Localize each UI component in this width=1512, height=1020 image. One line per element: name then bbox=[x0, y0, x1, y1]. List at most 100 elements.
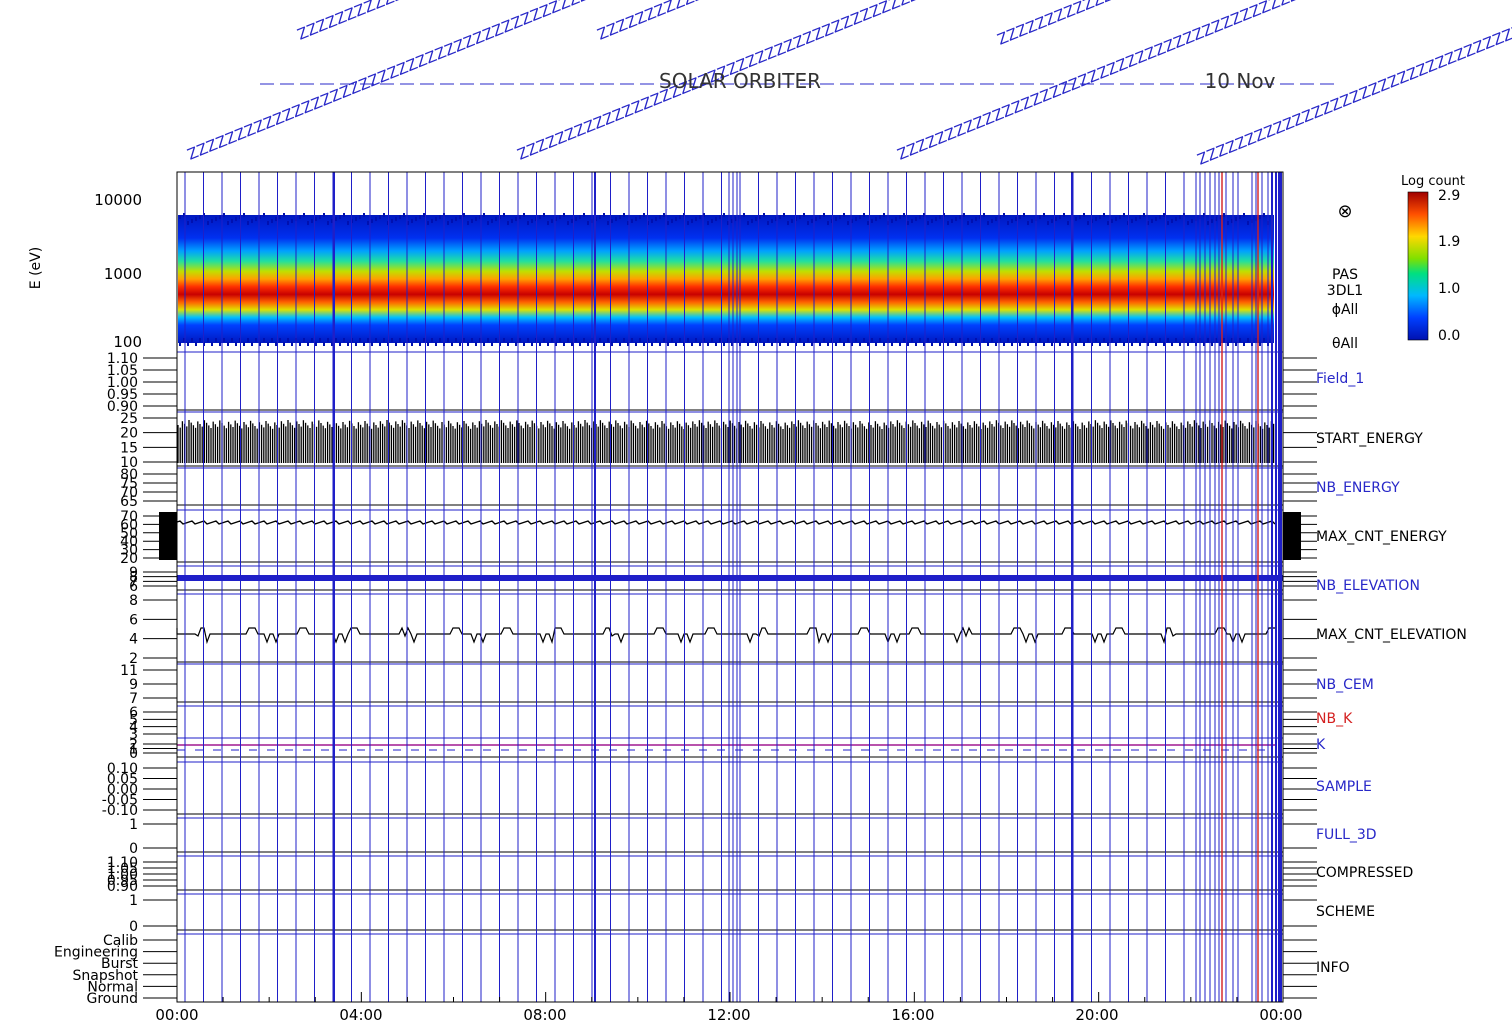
panel-tick-label: Burst bbox=[101, 956, 139, 972]
panel-tick-label: 0 bbox=[129, 919, 138, 935]
spectrogram-speck bbox=[179, 215, 181, 219]
panel-tick-label: 0.90 bbox=[107, 879, 138, 895]
spectrogram-speck bbox=[1003, 342, 1005, 346]
spectrogram-speck bbox=[211, 342, 213, 346]
panel-label: NB_K bbox=[1316, 711, 1353, 727]
spectrogram-speck bbox=[791, 338, 793, 342]
spectrogram-speck bbox=[375, 217, 377, 221]
spectrogram-speck bbox=[307, 221, 309, 225]
spectrogram-speck bbox=[355, 342, 357, 346]
spectrogram-speck bbox=[1067, 221, 1069, 225]
spectrogram-speck bbox=[455, 338, 457, 342]
spectrogram-speck bbox=[783, 213, 785, 217]
spectrogram-speck bbox=[1215, 217, 1217, 221]
spectrogram-speck bbox=[867, 221, 869, 225]
y-tick-100: 100 bbox=[113, 333, 142, 351]
spectrogram-speck bbox=[571, 342, 573, 346]
vertical-markers bbox=[184, 172, 1282, 1002]
spectrogram-speck bbox=[279, 338, 281, 342]
spectrogram-speck bbox=[923, 342, 925, 346]
spectrogram-speck bbox=[811, 219, 813, 223]
spectrogram-speck bbox=[1159, 215, 1161, 219]
x-tick-label: 04:00 bbox=[339, 1006, 382, 1020]
spectrogram-speck bbox=[743, 213, 745, 217]
spectrogram-speck bbox=[875, 217, 877, 221]
spectrogram-speck bbox=[319, 215, 321, 219]
spectrogram-speck bbox=[267, 342, 269, 346]
panel-tick-label: 1.10 bbox=[107, 855, 138, 871]
spectrogram-speck bbox=[183, 213, 185, 217]
spectrogram-speck bbox=[1135, 338, 1137, 342]
spectrogram-speck bbox=[723, 342, 725, 346]
spectrogram-speck bbox=[451, 219, 453, 223]
panel-tick-label: Calib bbox=[103, 933, 138, 949]
colorbar-title: Log count bbox=[1401, 174, 1465, 189]
spectrogram-speck bbox=[455, 217, 457, 221]
panel-tick-label: 40 bbox=[120, 534, 138, 550]
spectrogram-speck bbox=[1063, 338, 1065, 342]
spectrogram-speck bbox=[991, 338, 993, 342]
spectrogram-speck bbox=[803, 213, 805, 217]
spectrogram-speck bbox=[339, 215, 341, 219]
panel-tick-label: 0.10 bbox=[107, 761, 138, 777]
spectrogram-speck bbox=[919, 338, 921, 342]
spectrogram-speck bbox=[915, 217, 917, 221]
spectrogram-speck bbox=[383, 213, 385, 217]
spectrogram-speck bbox=[791, 219, 793, 223]
spectrogram-speck bbox=[567, 338, 569, 342]
panel-label: NB_ENERGY bbox=[1316, 480, 1400, 496]
spectrogram-speck bbox=[211, 219, 213, 223]
spectrogram-speck bbox=[691, 219, 693, 223]
spectrogram-speck bbox=[511, 338, 513, 342]
spectrogram-symbol: ⊗ bbox=[1337, 201, 1352, 222]
spectrogram-speck bbox=[447, 221, 449, 225]
panel-tick-label: 0.95 bbox=[107, 387, 138, 403]
spectrogram-speck bbox=[263, 213, 265, 217]
spectrogram-speck bbox=[327, 221, 329, 225]
spectrogram-speck bbox=[559, 338, 561, 342]
spectrogram-speck bbox=[223, 213, 225, 217]
spectrogram-speck bbox=[355, 217, 357, 221]
spectrogram-speck bbox=[695, 338, 697, 342]
spectrogram-speck bbox=[475, 342, 477, 346]
spectrogram-speck bbox=[1115, 342, 1117, 346]
chart-date: 10 Nov bbox=[1205, 69, 1276, 93]
spectrogram-speck bbox=[1051, 342, 1053, 346]
spectrogram-speck bbox=[995, 342, 997, 346]
spectrogram-speck bbox=[311, 338, 313, 342]
spectrogram-speck bbox=[1243, 342, 1245, 346]
spectrogram-speck bbox=[195, 342, 197, 346]
spectrogram-speck bbox=[859, 342, 861, 346]
spectrogram-speck bbox=[343, 338, 345, 342]
spectrogram-speck bbox=[655, 217, 657, 221]
spectrogram-speck bbox=[627, 342, 629, 346]
spectrogram-speck bbox=[907, 342, 909, 346]
panel-label: SCHEME bbox=[1316, 904, 1375, 920]
panel-tick-label: 70 bbox=[120, 509, 138, 525]
panel-tick-label: 70 bbox=[120, 485, 138, 501]
spectrogram-speck bbox=[1179, 342, 1181, 346]
spectrogram-speck bbox=[787, 342, 789, 346]
spectrogram-speck bbox=[303, 338, 305, 342]
spectrogram-speck bbox=[951, 338, 953, 342]
spectrogram-speck bbox=[563, 213, 565, 217]
spectrogram-speck bbox=[1247, 221, 1249, 225]
spectrogram-speck bbox=[599, 338, 601, 342]
spectrogram-speck bbox=[663, 213, 665, 217]
spectrogram-speck bbox=[1047, 338, 1049, 342]
panel-sample: SAMPLE 0.100.050.00-0.05-0.10 bbox=[102, 761, 1372, 819]
x-tick-label: 00:00 bbox=[1259, 1006, 1302, 1020]
spectrogram-speck bbox=[787, 221, 789, 225]
spectrogram-speck bbox=[575, 338, 577, 342]
spectrogram-speck bbox=[927, 221, 929, 225]
spectrogram-speck bbox=[1063, 213, 1065, 217]
spectrogram-speck bbox=[303, 213, 305, 217]
spectrogram-speck bbox=[1023, 213, 1025, 217]
spectrogram-speck bbox=[823, 213, 825, 217]
spectrogram-speck bbox=[255, 217, 257, 221]
x-axis: 00:00 04:00 08:00 12:00 16:00 20:00 00:0… bbox=[155, 992, 1303, 1020]
spectrogram-speck bbox=[599, 215, 601, 219]
spectrogram-speck bbox=[819, 342, 821, 346]
spectrogram-speck bbox=[283, 342, 285, 346]
spectrogram-speck bbox=[291, 342, 293, 346]
